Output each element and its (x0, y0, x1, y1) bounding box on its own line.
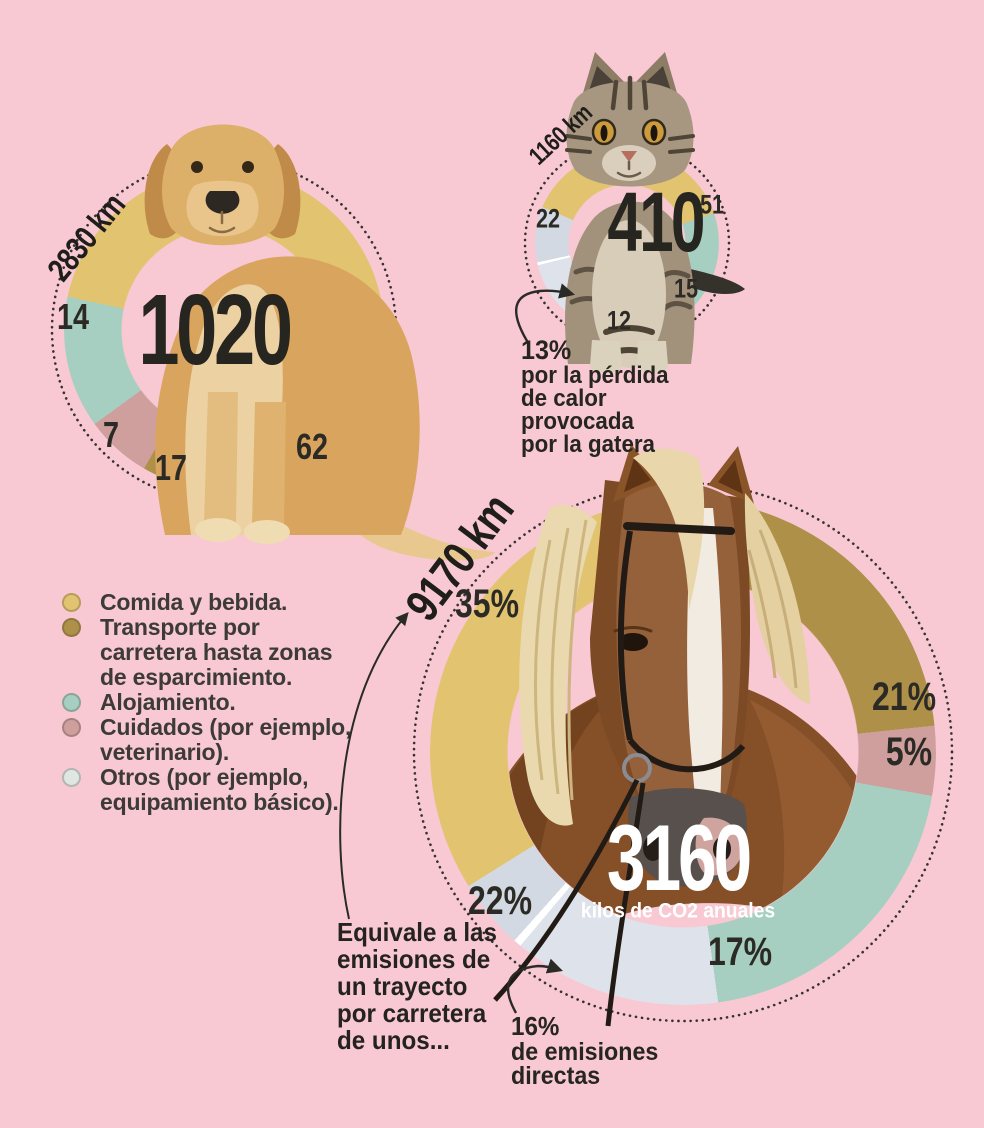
legend-item-cuidados: Cuidados (por ejemplo, veterinario). (62, 715, 351, 765)
cat-flap-text: por la gatera (521, 431, 655, 458)
legend-label: equipamiento básico). (100, 789, 339, 815)
dog-segment-label-14: 14 (56, 295, 89, 337)
transporte-color-dot (62, 618, 81, 637)
cat-flap-percentage: 13% (521, 335, 572, 365)
horse-nostril-right (713, 837, 731, 861)
cat-forehead-stripes (610, 75, 649, 111)
cat-pupil-right (650, 125, 658, 141)
cat-paw-right (637, 341, 668, 373)
legend-item-alojamiento: Alojamiento. (62, 690, 351, 715)
dog-tail (333, 490, 495, 561)
equivalence-text: un trayecto (337, 971, 468, 1001)
dog-paw-right (244, 520, 290, 544)
otros-color-dot (62, 768, 81, 787)
dog-eye-left (191, 161, 203, 173)
horse-direct-emissions-callout: 16% de emisiones directas (511, 1011, 659, 1090)
horse-direct-percentage: 16% (511, 1011, 560, 1041)
equivalence-text: emisiones de (337, 944, 491, 974)
legend-label: Transporte por (100, 614, 260, 640)
comida-color-dot (62, 593, 81, 612)
dog-paw-left (195, 518, 241, 542)
cat-flap-text: provocada (521, 408, 634, 435)
equivalence-text: Equivale a las (337, 917, 497, 947)
legend-label: Comida y bebida. (100, 589, 288, 615)
horse-mane-right (744, 493, 810, 704)
legend-item-otros: Otros (por ejemplo, equipamiento básico)… (62, 765, 351, 815)
cat-illustration (565, 52, 745, 373)
cuidados-color-dot (62, 718, 81, 737)
horse-direct-text: de emisiones (511, 1038, 659, 1066)
legend-item-comida: Comida y bebida. (62, 590, 351, 615)
dog-front-leg-left (204, 392, 238, 533)
cat-flap-callout: 13% por la pérdida de calor provocada po… (521, 335, 669, 458)
legend-item-transporte: Transporte por carretera hasta zonas de … (62, 615, 351, 690)
legend-label: Cuidados (por ejemplo, (100, 714, 352, 740)
legend-label: Alojamiento. (100, 689, 236, 715)
cat-flap-text: de calor (521, 385, 607, 412)
legend-label: Otros (por ejemplo, (100, 764, 309, 790)
legend-label: de esparcimiento. (100, 664, 293, 690)
cat-flap-text: por la pérdida (521, 362, 669, 389)
cat-pupil-left (600, 125, 608, 141)
dog-eye-right (242, 161, 254, 173)
cat-tail (686, 268, 745, 295)
equivalence-note: Equivale a las emisiones de un trayecto … (337, 919, 497, 1054)
cat-paw-left (590, 340, 622, 373)
legend: Comida y bebida. Transporte por carreter… (62, 590, 351, 815)
horse-bridle-browband (623, 522, 735, 535)
equivalence-text: de unos... (337, 1025, 450, 1055)
legend-label: carretera hasta zonas (100, 639, 333, 665)
horse-nostril-left (643, 835, 663, 861)
equivalence-text: por carretera (337, 998, 487, 1028)
horse-direct-text: directas (511, 1062, 601, 1090)
dog-front-leg-right (252, 402, 286, 535)
alojamiento-color-dot (62, 693, 81, 712)
legend-label: veterinario). (100, 739, 230, 765)
